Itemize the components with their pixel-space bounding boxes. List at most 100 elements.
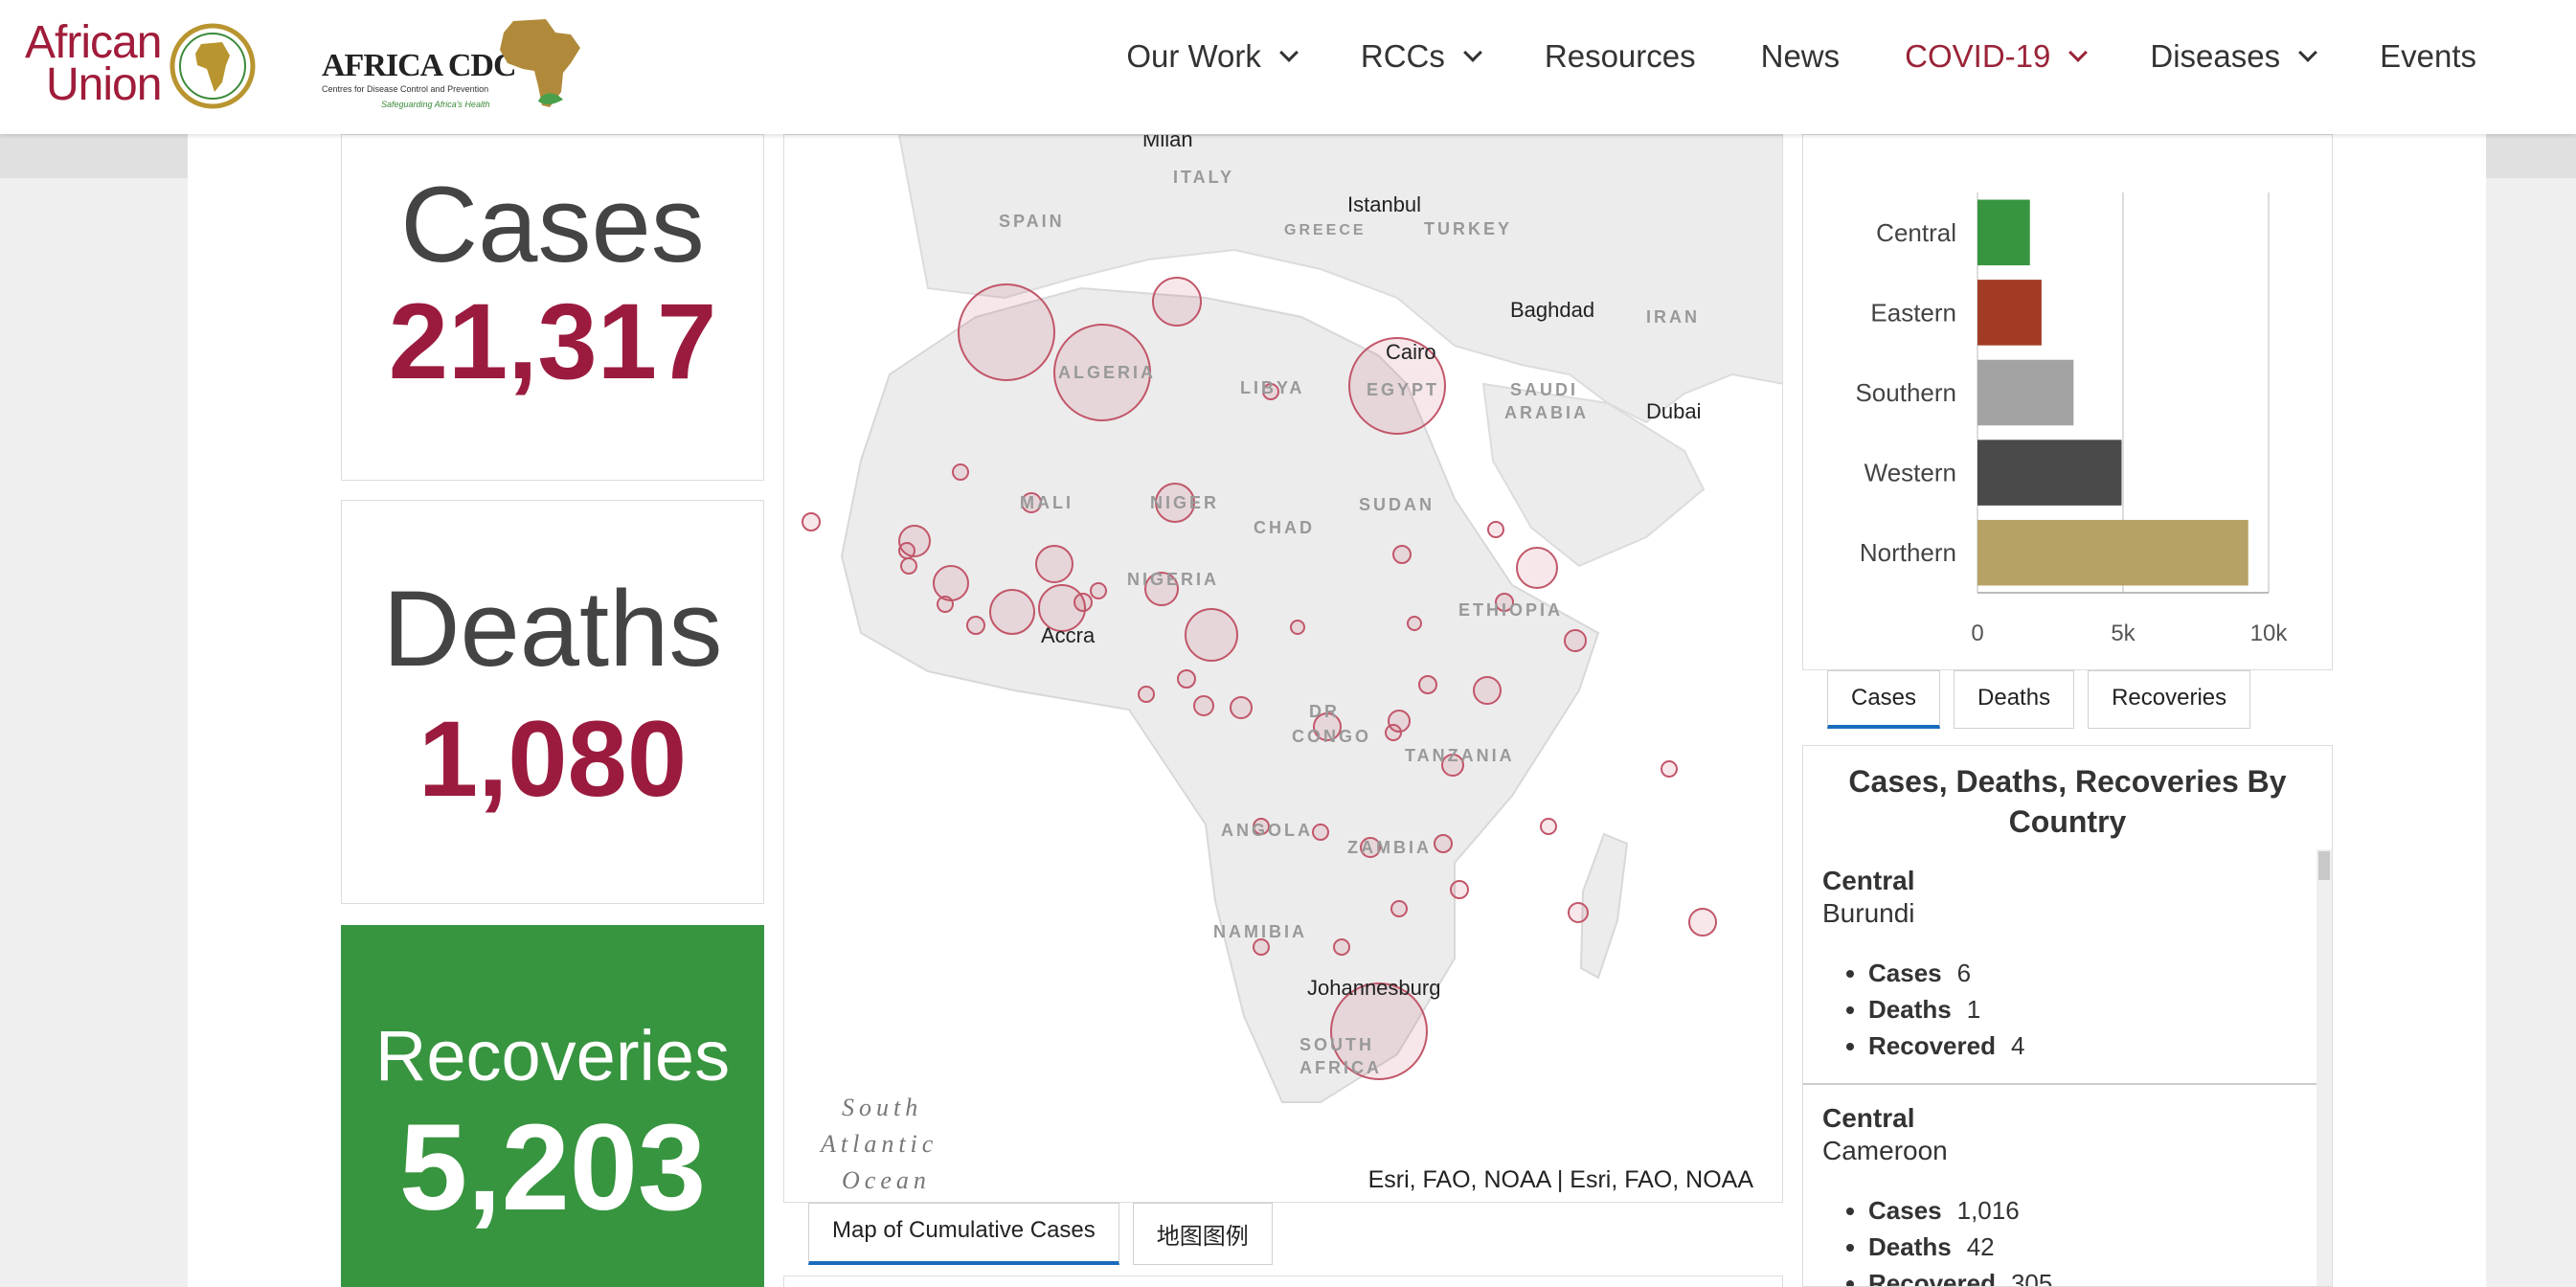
- cdc-logo-subtitle: Centres for Disease Control and Preventi…: [322, 84, 489, 94]
- list-item[interactable]: Central Burundi Cases 6 Deaths 1 Recovered…: [1803, 865, 2318, 1064]
- map-label-egypt: EGYPT: [1367, 380, 1439, 399]
- chart-bar-central[interactable]: [1977, 199, 2030, 266]
- deaths-stat-label: Deaths: [1868, 1232, 1952, 1261]
- map-label-nigeria: NIGERIA: [1127, 570, 1219, 589]
- map-label-greece: GREECE: [1284, 222, 1367, 238]
- country-list-title: Cases, Deaths, Recoveries By Country: [1848, 764, 2287, 839]
- recovered-stat-value: 305: [2010, 1269, 2053, 1287]
- nav-diseases-label: Diseases: [2150, 38, 2281, 74]
- map-attribution: Esri, FAO, NOAA | Esri, FAO, NOAA: [1367, 1166, 1753, 1193]
- deaths-stat-label: Deaths: [1868, 995, 1952, 1024]
- map-label-dubai: Dubai: [1646, 399, 1701, 423]
- nav-covid-19-label: COVID-19: [1905, 38, 2051, 74]
- chart-category-label: Northern: [1860, 538, 1956, 567]
- cases-stat-value: 1,016: [1956, 1196, 2020, 1225]
- list-scrollbar-thumb[interactable]: [2318, 851, 2330, 880]
- country-list: Central Burundi Cases 6 Deaths 1 Recovered…: [1803, 865, 2332, 1287]
- africa-cdc-logo[interactable]: AFRICA CDC Centres for Disease Control a…: [322, 15, 580, 117]
- map-label-africa: AFRICA: [1299, 1058, 1382, 1077]
- recoveries-value: 5,203: [398, 1099, 707, 1236]
- map-label-johannesburg: Johannesburg: [1307, 976, 1440, 1000]
- chart-category-label: Eastern: [1870, 298, 1956, 327]
- cases-by-region-chart: 0 5k 10k Central Eastern Southern Western North…: [1802, 134, 2333, 670]
- cumulative-cases-map[interactable]: Milan Istanbul Baghdad Cairo Dubai Accra…: [783, 134, 1783, 1203]
- chart-category-label: Central: [1876, 218, 1956, 247]
- map-label-ocean-2: Atlantic: [819, 1130, 938, 1158]
- african-union-logo[interactable]: African Union: [25, 17, 264, 113]
- chart-bar-northern[interactable]: [1977, 519, 2248, 586]
- entry-country: Cameroon: [1822, 1136, 1948, 1165]
- map-label-saudi-line2: ARABIA: [1504, 403, 1589, 422]
- nav-rccs[interactable]: RCCs: [1328, 33, 1512, 80]
- deaths-value: 1,080: [418, 699, 688, 819]
- map-label-niger: NIGER: [1150, 493, 1219, 512]
- nav-events[interactable]: Events: [2347, 33, 2509, 80]
- map-label-cairo: Cairo: [1386, 340, 1436, 364]
- au-logo-text-african: African: [25, 17, 162, 68]
- entry-recovered: Recovered 305: [1868, 1265, 2299, 1287]
- chart-x-tick-label: 5k: [2111, 621, 2135, 646]
- map-canvas[interactable]: Milan Istanbul Baghdad Cairo Dubai Accra…: [784, 135, 1783, 1203]
- case-circles: [802, 277, 1717, 1080]
- nav-our-work-label: Our Work: [1126, 38, 1261, 74]
- map-label-spain: SPAIN: [999, 212, 1065, 231]
- deaths-label: Deaths: [382, 569, 723, 689]
- entry-country: Burundi: [1822, 898, 1915, 928]
- tab-chart-recoveries[interactable]: Recoveries: [2088, 670, 2251, 729]
- chart-category-label: Southern: [1855, 378, 1956, 407]
- chevron-down-icon: [2298, 43, 2318, 62]
- tab-chart-cases[interactable]: Cases: [1827, 670, 1941, 729]
- map-label-istanbul: Istanbul: [1347, 192, 1421, 216]
- chevron-down-icon: [1278, 43, 1299, 62]
- top-navigation-bar: African Union AFRICA CDC Centres for Dis…: [0, 0, 2576, 134]
- nav-covid-19[interactable]: COVID-19: [1872, 33, 2117, 80]
- tab-map-cumulative-cases[interactable]: Map of Cumulative Cases: [808, 1203, 1119, 1265]
- map-label-saudi-line1: SAUDI: [1510, 380, 1578, 399]
- nav-our-work[interactable]: Our Work: [1094, 33, 1328, 80]
- recoveries-card: Recoveries 5,203: [341, 925, 764, 1287]
- map-label-zambia: ZAMBIA: [1347, 838, 1432, 857]
- cases-stat-label: Cases: [1868, 1196, 1942, 1225]
- map-label-baghdad: Baghdad: [1510, 298, 1594, 322]
- entry-recovered: Recovered 4: [1868, 1027, 2299, 1064]
- deaths-card: Deaths 1,080: [341, 500, 764, 904]
- map-label-italy: ITALY: [1173, 168, 1234, 187]
- cdc-logo-title: AFRICA CDC: [322, 48, 516, 83]
- map-label-congo: CONGO: [1292, 727, 1371, 746]
- chart-category-label: Western: [1864, 459, 1956, 487]
- recovered-stat-label: Recovered: [1868, 1269, 1996, 1287]
- chevron-down-icon: [2068, 43, 2089, 62]
- list-scrollbar[interactable]: [2316, 849, 2332, 1286]
- map-label-algeria: ALGERIA: [1058, 363, 1156, 382]
- map-label-chad: CHAD: [1254, 518, 1315, 537]
- chart-tabs: Cases Deaths Recoveries: [1827, 670, 2251, 729]
- tab-chart-deaths[interactable]: Deaths: [1954, 670, 2075, 729]
- map-label-dr: DR: [1309, 702, 1340, 721]
- recovered-stat-value: 4: [2010, 1031, 2025, 1060]
- nav-resources[interactable]: Resources: [1512, 33, 1729, 80]
- deaths-stat-value: 1: [1966, 995, 1981, 1024]
- map-label-ethiopia: ETHIOPIA: [1458, 600, 1563, 620]
- au-logo-text-union: Union: [46, 59, 162, 110]
- entry-deaths: Deaths 1: [1868, 991, 2299, 1027]
- nav-diseases[interactable]: Diseases: [2117, 33, 2347, 80]
- map-label-namibia: NAMIBIA: [1213, 922, 1307, 941]
- deaths-stat-value: 42: [1966, 1232, 1995, 1261]
- map-label-mali: MALI: [1020, 493, 1073, 512]
- africa-map-icon: [500, 19, 580, 107]
- chart-x-tick-label: 0: [1971, 621, 1983, 646]
- map-label-ocean-1: South: [842, 1094, 922, 1121]
- cases-stat-value: 6: [1956, 959, 1972, 987]
- chart-bar-southern[interactable]: [1977, 359, 2074, 426]
- country-list-panel: Cases, Deaths, Recoveries By Country Cen…: [1802, 745, 2333, 1287]
- chart-bar-eastern[interactable]: [1977, 280, 2042, 346]
- chevron-down-icon: [1462, 43, 1482, 62]
- tab-map-legend[interactable]: 地图图例: [1132, 1203, 1273, 1265]
- nav-news[interactable]: News: [1729, 33, 1873, 80]
- next-panel-edge: [783, 1276, 1783, 1287]
- entry-cases: Cases 6: [1868, 955, 2299, 991]
- map-tabs: Map of Cumulative Cases 地图图例: [808, 1203, 1273, 1265]
- chart-bar-western[interactable]: [1977, 440, 2122, 506]
- list-item[interactable]: Central Cameroon Cases 1,016 Deaths 42 Rec…: [1803, 1102, 2318, 1287]
- nav-events-label: Events: [2380, 38, 2476, 74]
